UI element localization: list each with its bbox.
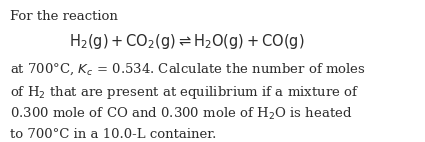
- Text: of H$_2$ that are present at equilibrium if a mixture of: of H$_2$ that are present at equilibrium…: [10, 84, 359, 101]
- Text: $\mathrm{H_2(g) + CO_2(g) \rightleftharpoons H_2O(g) + CO(g)}$: $\mathrm{H_2(g) + CO_2(g) \rightleftharp…: [69, 32, 305, 51]
- Text: For the reaction: For the reaction: [10, 10, 118, 23]
- Text: to 700°C in a 10.0-L container.: to 700°C in a 10.0-L container.: [10, 128, 216, 141]
- Text: at 700°C, $K_c$ = 0.534. Calculate the number of moles: at 700°C, $K_c$ = 0.534. Calculate the n…: [10, 62, 366, 78]
- Text: 0.300 mole of CO and 0.300 mole of H$_2$O is heated: 0.300 mole of CO and 0.300 mole of H$_2$…: [10, 106, 352, 122]
